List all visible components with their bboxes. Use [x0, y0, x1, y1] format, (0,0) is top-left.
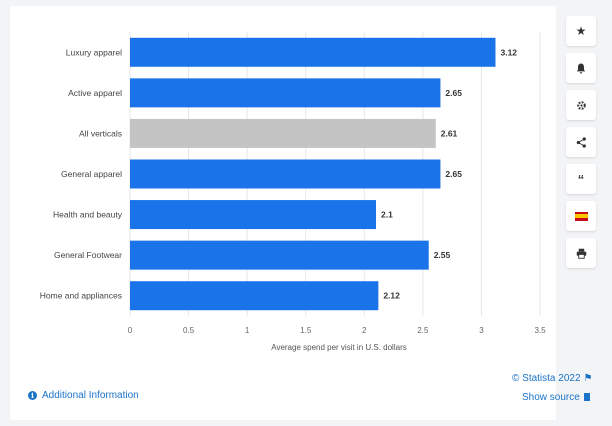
bar[interactable]	[130, 159, 441, 189]
x-tick-label: 0	[128, 326, 133, 335]
value-label: 2.55	[434, 250, 451, 260]
share-icon	[576, 136, 586, 148]
print-button[interactable]	[566, 238, 596, 268]
additional-info-link[interactable]: i Additional Information	[28, 390, 139, 401]
x-tick-label: 2.5	[417, 326, 429, 335]
value-label: 2.65	[445, 88, 462, 98]
show-source-label: Show source	[522, 392, 580, 403]
bar[interactable]	[130, 78, 441, 108]
bar[interactable]	[130, 118, 436, 148]
value-label: 2.12	[383, 291, 400, 301]
x-tick-label: 1	[245, 326, 250, 335]
star-icon: ★	[575, 24, 587, 38]
category-label: General apparel	[61, 169, 122, 179]
info-icon: i	[28, 391, 37, 400]
copyright-text: © Statista 2022	[512, 373, 581, 384]
bar[interactable]	[130, 200, 376, 230]
category-label: Health and beauty	[53, 210, 123, 220]
gear-icon	[576, 100, 586, 110]
print-icon	[576, 248, 586, 259]
settings-button[interactable]	[566, 90, 596, 120]
bell-icon	[576, 63, 586, 73]
x-axis-label: Average spend per visit in U.S. dollars	[271, 343, 406, 352]
category-label: Home and appliances	[40, 291, 122, 301]
quote-icon: “	[577, 171, 585, 187]
flag-icon: ⚑	[583, 373, 593, 384]
spain-flag-icon	[574, 211, 588, 221]
bar[interactable]	[130, 281, 379, 311]
additional-info-label: Additional Information	[42, 390, 139, 401]
x-tick-label: 3	[479, 326, 484, 335]
x-tick-label: 3.5	[534, 326, 546, 335]
value-label: 2.61	[441, 128, 458, 138]
notify-button[interactable]	[566, 53, 596, 83]
show-source-link[interactable]: Show source	[522, 392, 590, 403]
category-label: All verticals	[79, 128, 122, 138]
copyright-link[interactable]: © Statista 2022 ⚑	[512, 373, 593, 384]
category-label: Active apparel	[68, 88, 122, 98]
x-tick-label: 2	[362, 326, 367, 335]
document-icon	[583, 393, 590, 401]
category-label: Luxury apparel	[66, 47, 122, 57]
bar[interactable]	[130, 37, 496, 67]
share-button[interactable]	[566, 127, 596, 157]
toolbar: ★ “	[566, 16, 598, 275]
language-button[interactable]	[566, 201, 596, 231]
cite-button[interactable]: “	[566, 164, 596, 194]
value-label: 2.65	[445, 169, 462, 179]
value-label: 3.12	[500, 47, 517, 57]
value-label: 2.1	[381, 210, 393, 220]
category-label: General Footwear	[54, 250, 122, 260]
favorite-button[interactable]: ★	[566, 16, 596, 46]
bar[interactable]	[130, 240, 429, 270]
x-tick-label: 0.5	[183, 326, 195, 335]
x-tick-label: 1.5	[300, 326, 312, 335]
